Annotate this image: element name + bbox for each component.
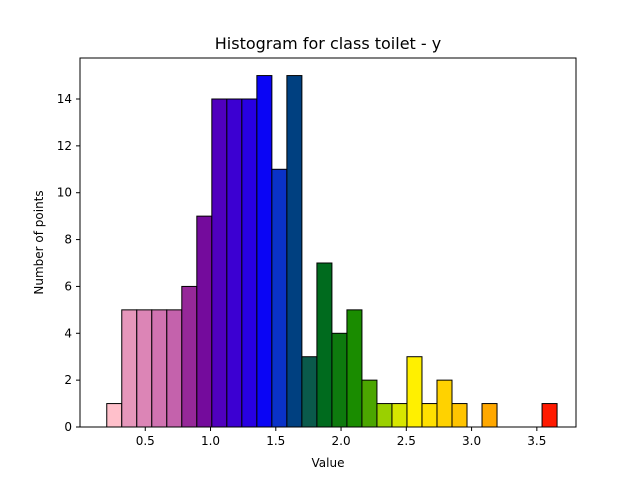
x-tick-label: 0.5 xyxy=(136,434,155,448)
x-tick-label: 3.5 xyxy=(527,434,546,448)
x-tick-label: 2.5 xyxy=(397,434,416,448)
y-tick-label: 10 xyxy=(57,186,72,200)
x-tick-label: 1.5 xyxy=(266,434,285,448)
x-axis-ticks: 0.5 1.0 1.5 2.0 2.5 3.0 3.5 xyxy=(136,427,546,448)
y-tick-label: 12 xyxy=(57,139,72,153)
x-tick-label: 1.0 xyxy=(201,434,220,448)
histogram-bar-15 xyxy=(331,332,348,428)
histogram-bar-1 xyxy=(121,309,138,428)
histogram-bar-5 xyxy=(181,285,198,428)
histogram-bar-23 xyxy=(451,403,468,428)
x-tick-label: 3.0 xyxy=(462,434,481,448)
histogram-bar-25 xyxy=(541,403,558,428)
y-tick-label: 6 xyxy=(64,279,72,293)
histogram-bar-0 xyxy=(106,403,123,428)
y-tick-label: 8 xyxy=(64,233,72,247)
x-axis-label: Value xyxy=(312,456,345,470)
histogram-bar-9 xyxy=(241,98,258,428)
chart-title: Histogram for class toilet - y xyxy=(215,34,441,53)
y-axis-ticks: 0 2 4 6 8 10 12 14 xyxy=(57,92,80,434)
histogram-bar-16 xyxy=(346,309,363,428)
histogram-bar-6 xyxy=(196,215,213,428)
histogram-bar-18 xyxy=(376,403,393,428)
y-tick-label: 4 xyxy=(64,326,72,340)
y-tick-label: 0 xyxy=(64,420,72,434)
histogram-bar-13 xyxy=(301,356,318,428)
y-tick-label: 14 xyxy=(57,92,72,106)
histogram-bar-7 xyxy=(211,98,228,428)
y-tick-label: 2 xyxy=(64,373,72,387)
histogram-bar-3 xyxy=(151,309,168,428)
histogram-bar-2 xyxy=(136,309,153,428)
histogram-bar-11 xyxy=(271,168,288,428)
x-tick-label: 2.0 xyxy=(332,434,351,448)
histogram-bar-21 xyxy=(421,403,438,428)
histogram-bar-4 xyxy=(166,309,183,428)
histogram-bar-17 xyxy=(361,379,378,428)
histogram-bar-10 xyxy=(256,75,273,428)
histogram-bar-24 xyxy=(481,403,498,428)
histogram-bar-19 xyxy=(391,403,408,428)
plot-frame xyxy=(79,57,577,428)
bars-group xyxy=(106,75,558,428)
histogram-bar-14 xyxy=(316,262,333,428)
histogram-bar-20 xyxy=(406,356,423,428)
y-axis-label: Number of points xyxy=(32,190,46,294)
histogram-bar-8 xyxy=(226,98,243,428)
histogram-bar-12 xyxy=(286,75,303,428)
histogram-bar-22 xyxy=(436,379,453,428)
